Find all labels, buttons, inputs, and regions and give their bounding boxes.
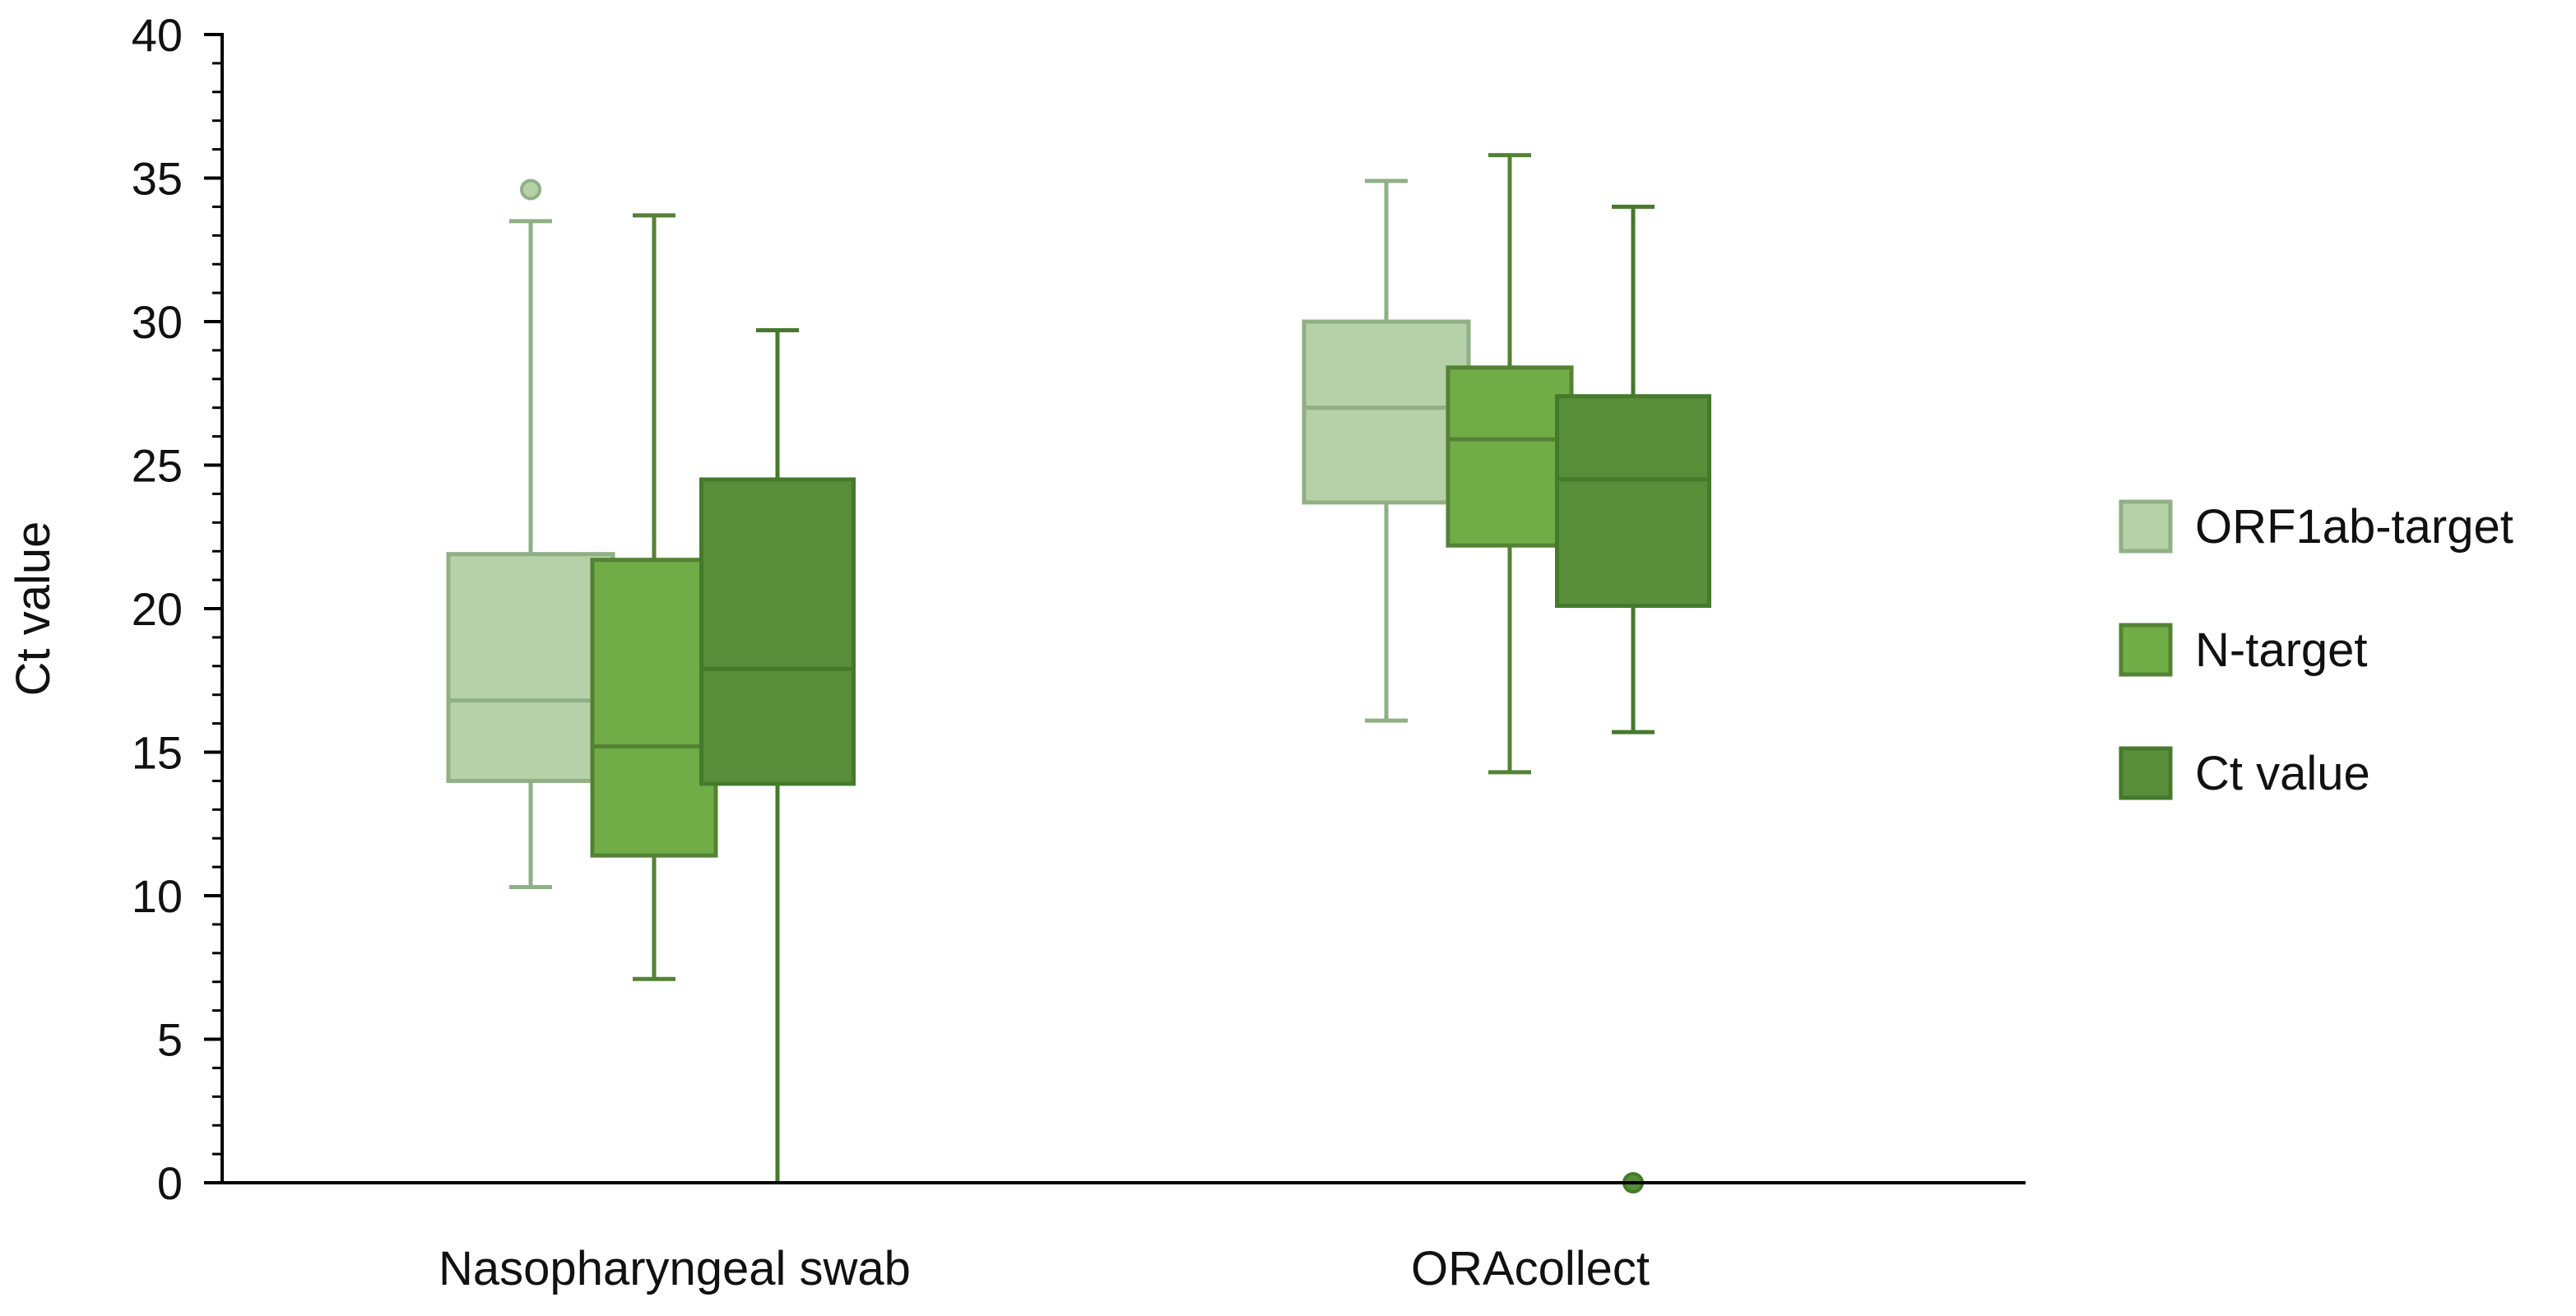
legend-item: ORF1ab-target	[2119, 499, 2513, 554]
box-iqr	[1302, 319, 1471, 505]
box-ct-value	[699, 327, 856, 1183]
box-iqr	[1446, 365, 1574, 548]
x-category-label: ORAcollect	[1411, 1242, 1650, 1295]
box-iqr	[446, 552, 615, 783]
plot-area	[446, 153, 1711, 1193]
box-orf1ab-target	[1302, 178, 1471, 723]
y-tick-label: 35	[132, 153, 183, 205]
y-tick-label: 30	[132, 296, 183, 348]
legend-item: Ct value	[2119, 746, 2370, 800]
y-tick-label: 25	[132, 440, 183, 492]
legend-item: N-target	[2119, 623, 2368, 677]
legend-label: N-target	[2195, 623, 2368, 677]
box-n-target	[590, 213, 718, 981]
box-iqr	[590, 558, 718, 858]
box-orf1ab-target	[446, 178, 615, 890]
y-tick-label: 5	[157, 1014, 183, 1066]
x-category-label: Nasopharyngeal swab	[439, 1242, 911, 1295]
y-tick-label: 40	[132, 9, 183, 61]
legend-swatch	[2119, 746, 2173, 800]
box-iqr	[699, 477, 856, 786]
y-tick-label: 15	[132, 727, 183, 779]
y-axis-ticks	[204, 33, 222, 1184]
y-tick-label: 10	[132, 870, 183, 922]
box-ct-value	[1555, 204, 1711, 1193]
y-axis-title: Ct value	[7, 521, 60, 697]
legend-label: ORF1ab-target	[2195, 500, 2513, 554]
legend-label: Ct value	[2195, 747, 2370, 800]
y-tick-label: 0	[157, 1157, 183, 1209]
legend-swatch	[2119, 499, 2173, 554]
legend: ORF1ab-target N-target Ct value	[2119, 499, 2513, 800]
y-tick-label: 20	[132, 583, 183, 635]
box-iqr	[1555, 394, 1711, 609]
outlier-point	[520, 178, 541, 201]
legend-swatch	[2119, 623, 2173, 677]
box-n-target	[1446, 153, 1574, 775]
axis-labels: 0 5 10 15 20 25 30 35 40 Nasopharyngeal swab ORAco…	[132, 9, 1650, 1295]
